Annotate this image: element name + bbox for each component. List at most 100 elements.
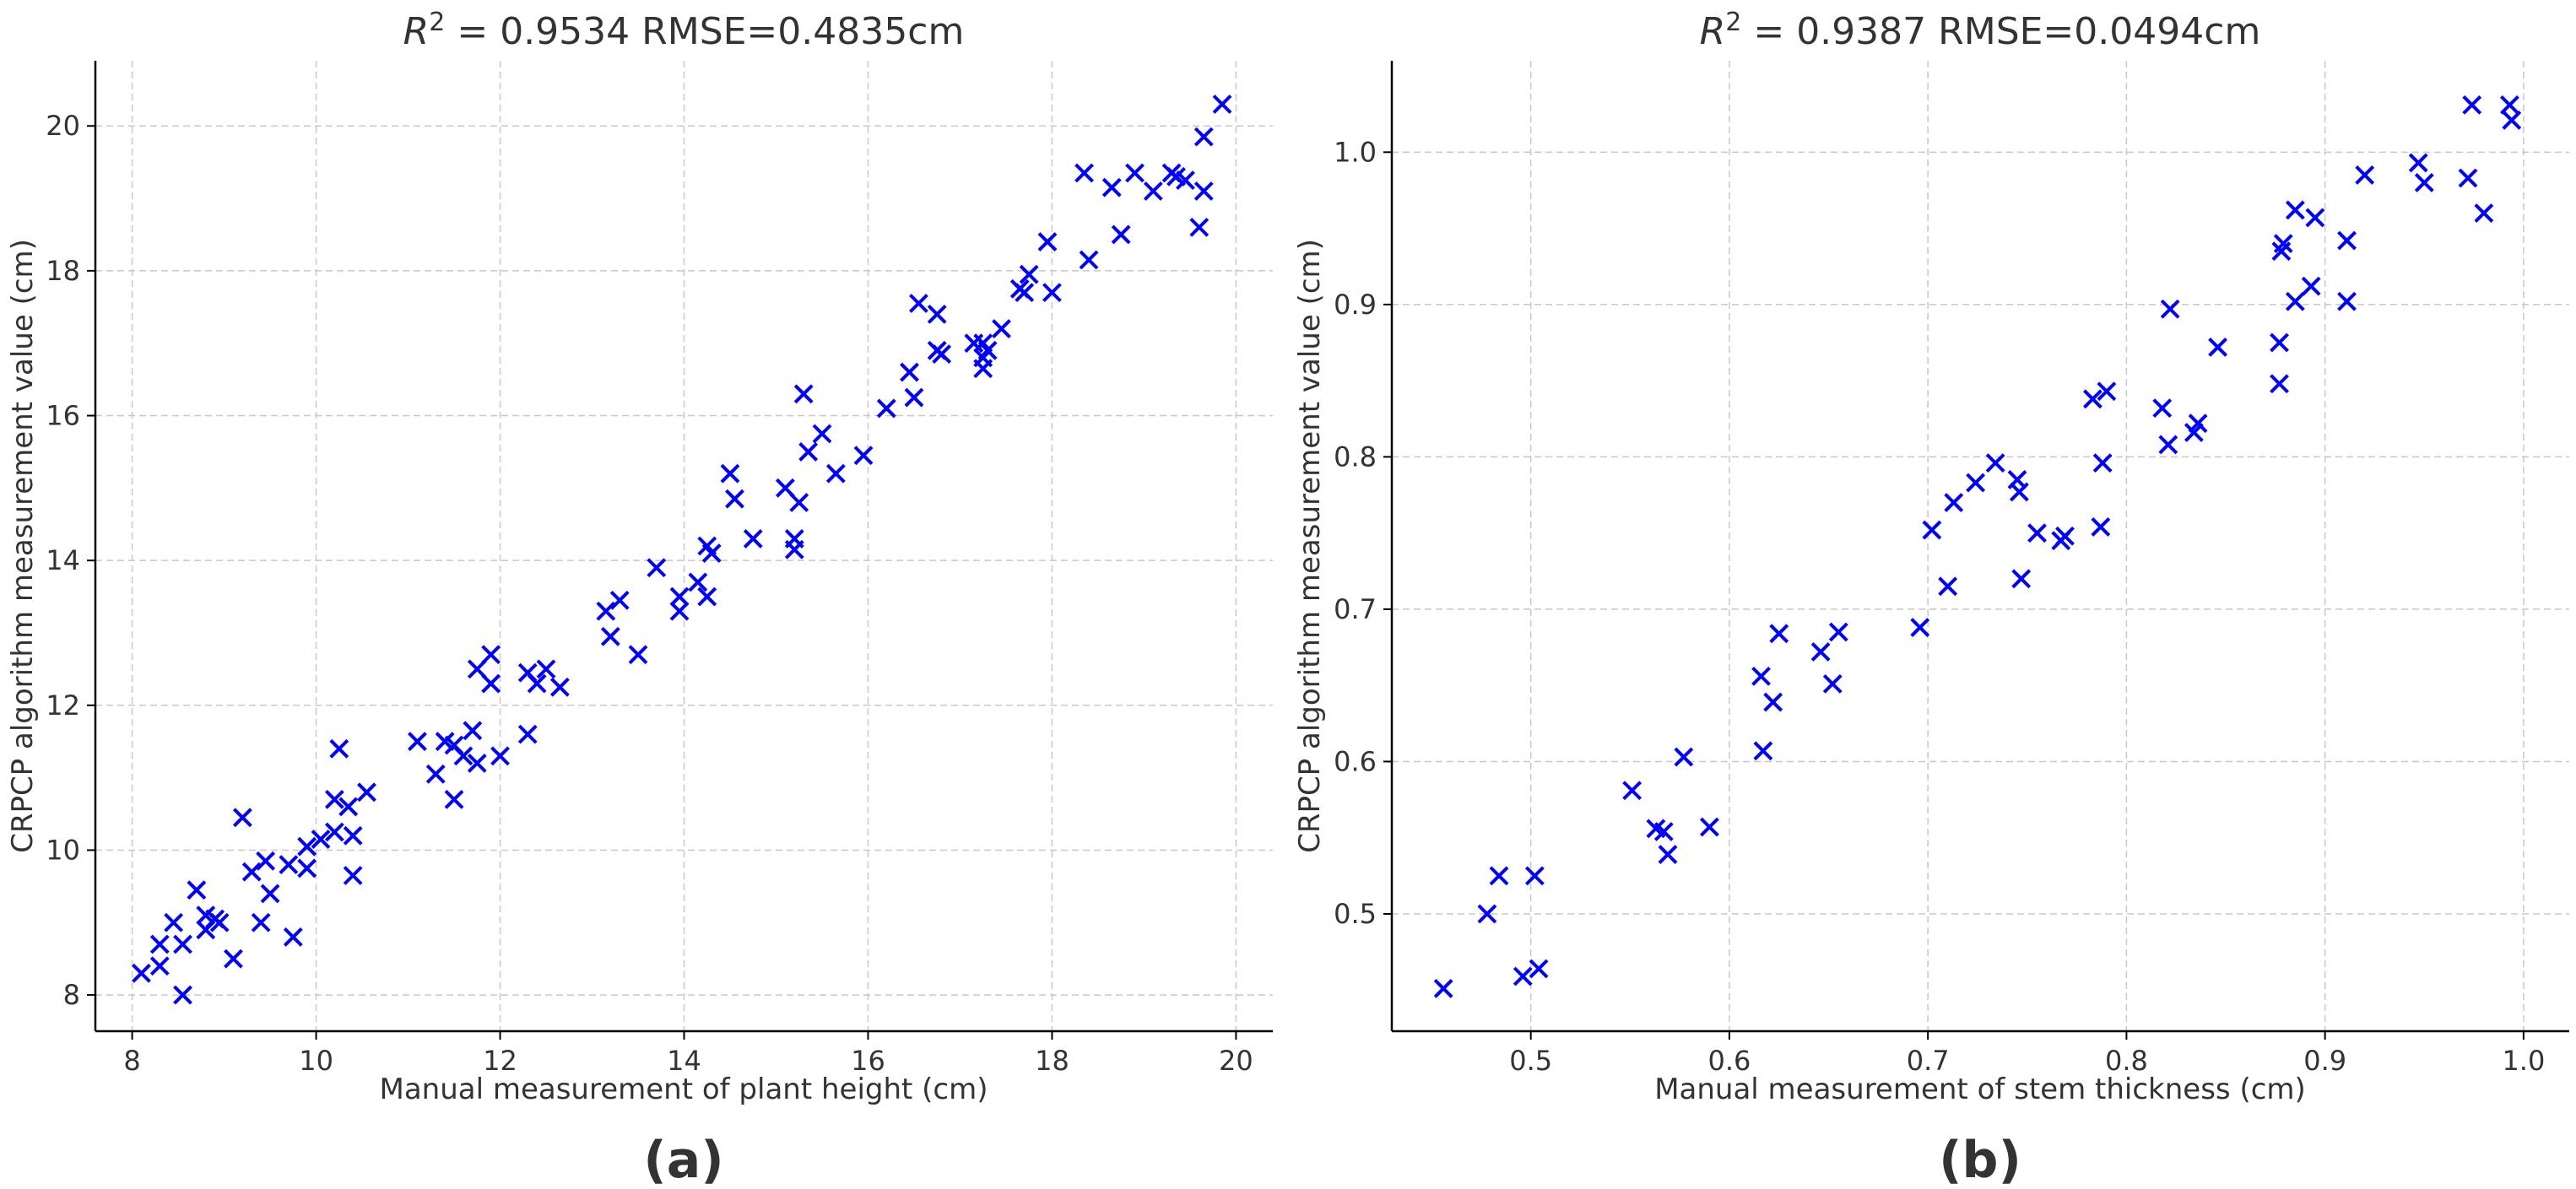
data-point bbox=[490, 746, 510, 766]
data-point bbox=[481, 645, 501, 665]
data-point bbox=[973, 359, 993, 379]
x-tick-label: 0.5 bbox=[1509, 1045, 1552, 1077]
chart-b-grid bbox=[1392, 61, 2569, 1031]
chart-b-xlabel: Manual measurement of stem thickness (cm… bbox=[1654, 1073, 2306, 1106]
data-point bbox=[224, 948, 243, 969]
data-point bbox=[444, 789, 464, 809]
y-tick-label: 20 bbox=[46, 110, 80, 142]
data-point bbox=[647, 558, 667, 578]
data-point bbox=[2092, 453, 2113, 473]
data-point bbox=[1622, 781, 1642, 801]
data-point bbox=[1019, 264, 1039, 284]
y-tick-label: 16 bbox=[46, 400, 80, 432]
chart-b-ticks: 0.5 0.6 0.7 0.8 0.9 1.0 0.5 0.6 0.7 0.8 0.9 1.0 bbox=[1334, 136, 2545, 1077]
data-point bbox=[697, 586, 717, 607]
data-point bbox=[1822, 673, 1843, 694]
data-point bbox=[600, 626, 620, 646]
data-point bbox=[2160, 299, 2180, 319]
data-point bbox=[669, 601, 690, 621]
data-point bbox=[1042, 283, 1062, 303]
x-tick-label: 16 bbox=[851, 1045, 885, 1077]
y-tick-label: 10 bbox=[46, 834, 80, 866]
y-tick-label: 0.5 bbox=[1334, 898, 1377, 930]
data-point bbox=[798, 442, 819, 462]
data-point bbox=[467, 754, 487, 773]
data-point bbox=[173, 985, 192, 1005]
data-point bbox=[1489, 866, 1509, 886]
data-point bbox=[2097, 381, 2117, 402]
data-point bbox=[812, 424, 832, 444]
data-point bbox=[2011, 569, 2032, 589]
data-point bbox=[876, 398, 896, 419]
data-point bbox=[1037, 232, 1058, 251]
data-point bbox=[596, 601, 616, 621]
data-point bbox=[256, 851, 276, 871]
data-point bbox=[1101, 177, 1122, 197]
data-point bbox=[725, 489, 744, 509]
data-point bbox=[2082, 389, 2102, 409]
data-point bbox=[2408, 153, 2428, 173]
data-point bbox=[784, 539, 804, 559]
data-point bbox=[1193, 181, 1214, 201]
data-point bbox=[1922, 520, 1942, 540]
data-point bbox=[408, 732, 427, 752]
data-point bbox=[1751, 666, 1771, 686]
data-point bbox=[297, 858, 317, 878]
chart-a-panel-label: (a) bbox=[643, 1131, 723, 1189]
data-point bbox=[1910, 618, 1930, 637]
y-tick-label: 14 bbox=[46, 544, 80, 576]
data-point bbox=[2158, 435, 2178, 455]
data-point bbox=[927, 304, 947, 324]
data-point bbox=[1529, 959, 1549, 979]
data-point bbox=[173, 934, 192, 954]
data-point bbox=[701, 543, 722, 563]
chart-a: R2 = 0.9534 RMSE=0.4835cm 8 10 12 14 16 18 208… bbox=[6, 8, 1273, 1189]
data-point bbox=[338, 797, 359, 817]
x-tick-label: 0.6 bbox=[1707, 1045, 1751, 1077]
data-point bbox=[251, 912, 271, 932]
data-point bbox=[2285, 291, 2305, 311]
data-point bbox=[1828, 622, 1848, 642]
data-point bbox=[1513, 966, 1533, 986]
data-point bbox=[283, 927, 303, 947]
data-point bbox=[2285, 200, 2305, 220]
data-point bbox=[260, 884, 280, 904]
data-point bbox=[453, 746, 474, 766]
data-point bbox=[1769, 624, 1789, 644]
data-point bbox=[1477, 904, 1497, 924]
data-point bbox=[609, 590, 630, 610]
data-point bbox=[324, 822, 344, 842]
y-tick-label: 0.8 bbox=[1334, 440, 1377, 473]
data-point bbox=[1653, 822, 1674, 841]
data-point bbox=[2337, 230, 2357, 251]
chart-b-ylabel: CRPCP algorithm measurement value (cm) bbox=[1293, 239, 1327, 853]
data-point bbox=[357, 782, 376, 803]
x-tick-label: 18 bbox=[1035, 1045, 1069, 1077]
data-point bbox=[2474, 203, 2494, 223]
y-tick-label: 1.0 bbox=[1334, 136, 1377, 168]
data-point bbox=[743, 529, 763, 549]
data-point bbox=[324, 789, 344, 809]
data-point bbox=[1524, 866, 1545, 886]
data-point bbox=[775, 478, 795, 498]
data-point bbox=[1074, 163, 1094, 183]
data-point bbox=[1433, 979, 1453, 998]
data-point bbox=[2273, 234, 2293, 254]
data-point bbox=[2188, 413, 2208, 434]
data-point bbox=[311, 830, 331, 849]
chart-a-grid bbox=[95, 61, 1273, 1031]
data-point bbox=[1938, 576, 1958, 597]
y-tick-label: 0.6 bbox=[1334, 745, 1377, 777]
x-tick-label: 20 bbox=[1219, 1045, 1253, 1077]
data-point bbox=[1658, 845, 1678, 864]
data-point bbox=[2009, 482, 2029, 502]
data-point bbox=[992, 319, 1011, 338]
chart-b: R2 = 0.9387 RMSE=0.0494cm 0.5 0.6 0.7 0.8 0.… bbox=[1293, 8, 2569, 1189]
data-point bbox=[297, 836, 317, 857]
data-point bbox=[425, 764, 446, 784]
data-point bbox=[2355, 165, 2375, 185]
data-point bbox=[149, 956, 170, 976]
data-point bbox=[1966, 473, 1986, 493]
chart-a-xlabel: Manual measurement of plant height (cm) bbox=[379, 1073, 988, 1106]
data-point bbox=[669, 586, 690, 607]
